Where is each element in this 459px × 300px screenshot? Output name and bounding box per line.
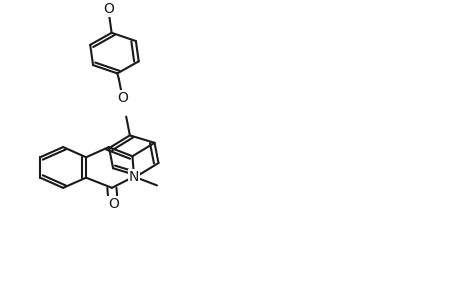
Text: N: N [129,169,139,184]
Text: O: O [108,197,118,211]
Text: O: O [117,91,128,105]
Text: O: O [103,2,113,16]
